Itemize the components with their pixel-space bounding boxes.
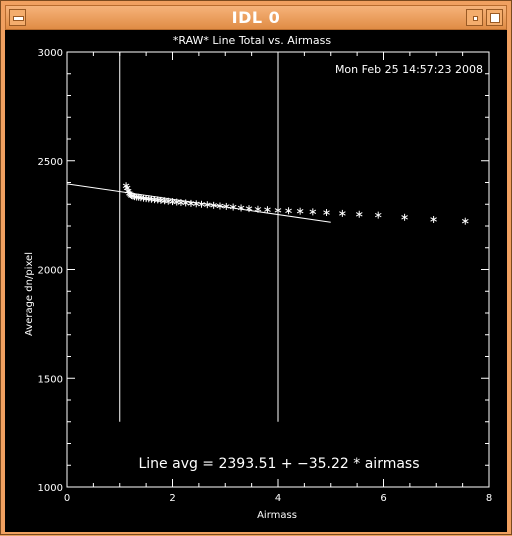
y-tick-label: 1500 [38, 374, 63, 385]
y-tick-label: 1000 [38, 483, 63, 494]
y-axis-label: Average dn/pixel [24, 252, 35, 336]
window-menu-button[interactable] [9, 9, 26, 26]
y-tick-label: 2500 [38, 157, 63, 168]
data-point [229, 203, 237, 211]
data-point [198, 200, 205, 208]
y-tick-label: 3000 [38, 48, 63, 59]
data-points [122, 182, 469, 225]
fit-equation: Line avg = 2393.51 + −35.22 * airmass [138, 456, 419, 472]
x-axis-label: Airmass [257, 510, 297, 521]
data-point [401, 213, 408, 221]
plot-title: *RAW* Line Total vs. Airmass [173, 34, 331, 47]
minimize-button[interactable] [466, 9, 483, 26]
x-tick-label: 0 [64, 493, 70, 504]
scatter-plot: *RAW* Line Total vs. Airmass 0 2 4 6 8 1000 15… [24, 34, 493, 521]
data-point [461, 217, 469, 225]
data-point [285, 207, 292, 215]
data-point [355, 210, 363, 218]
data-point [216, 202, 224, 210]
x-tick-label: 6 [380, 493, 386, 504]
data-point [374, 211, 382, 219]
data-point [192, 200, 200, 208]
data-point [182, 199, 189, 207]
data-point [223, 202, 230, 210]
x-tick-label: 2 [169, 493, 175, 504]
data-point [309, 208, 317, 216]
minimize-icon [473, 16, 478, 21]
maximize-button[interactable] [486, 9, 503, 26]
x-tick-label: 4 [275, 493, 281, 504]
data-point [187, 199, 195, 207]
axes: 0 2 4 6 8 1000 1500 2000 2500 3000 [38, 48, 493, 504]
data-point [274, 206, 282, 214]
title-bar[interactable]: IDL 0 [5, 5, 507, 30]
x-tick-label: 8 [486, 493, 492, 504]
data-point [323, 209, 330, 217]
data-point [245, 205, 253, 213]
y-tick-label: 2000 [38, 266, 63, 277]
data-point [430, 215, 437, 223]
data-point [264, 206, 271, 214]
data-point [254, 205, 262, 213]
vertical-lines [119, 52, 279, 422]
timestamp: Mon Feb 25 14:57:23 2008 [335, 63, 483, 76]
data-point [142, 195, 150, 203]
window-title: IDL 0 [231, 8, 281, 27]
data-point [339, 209, 346, 217]
data-point [237, 204, 245, 212]
data-point [210, 201, 217, 209]
data-point [296, 207, 304, 215]
maximize-icon [490, 13, 500, 23]
menu-bar-icon [13, 16, 24, 21]
plot-canvas: *RAW* Line Total vs. Airmass 0 2 4 6 8 1000 15… [5, 30, 507, 532]
data-point [204, 201, 211, 209]
